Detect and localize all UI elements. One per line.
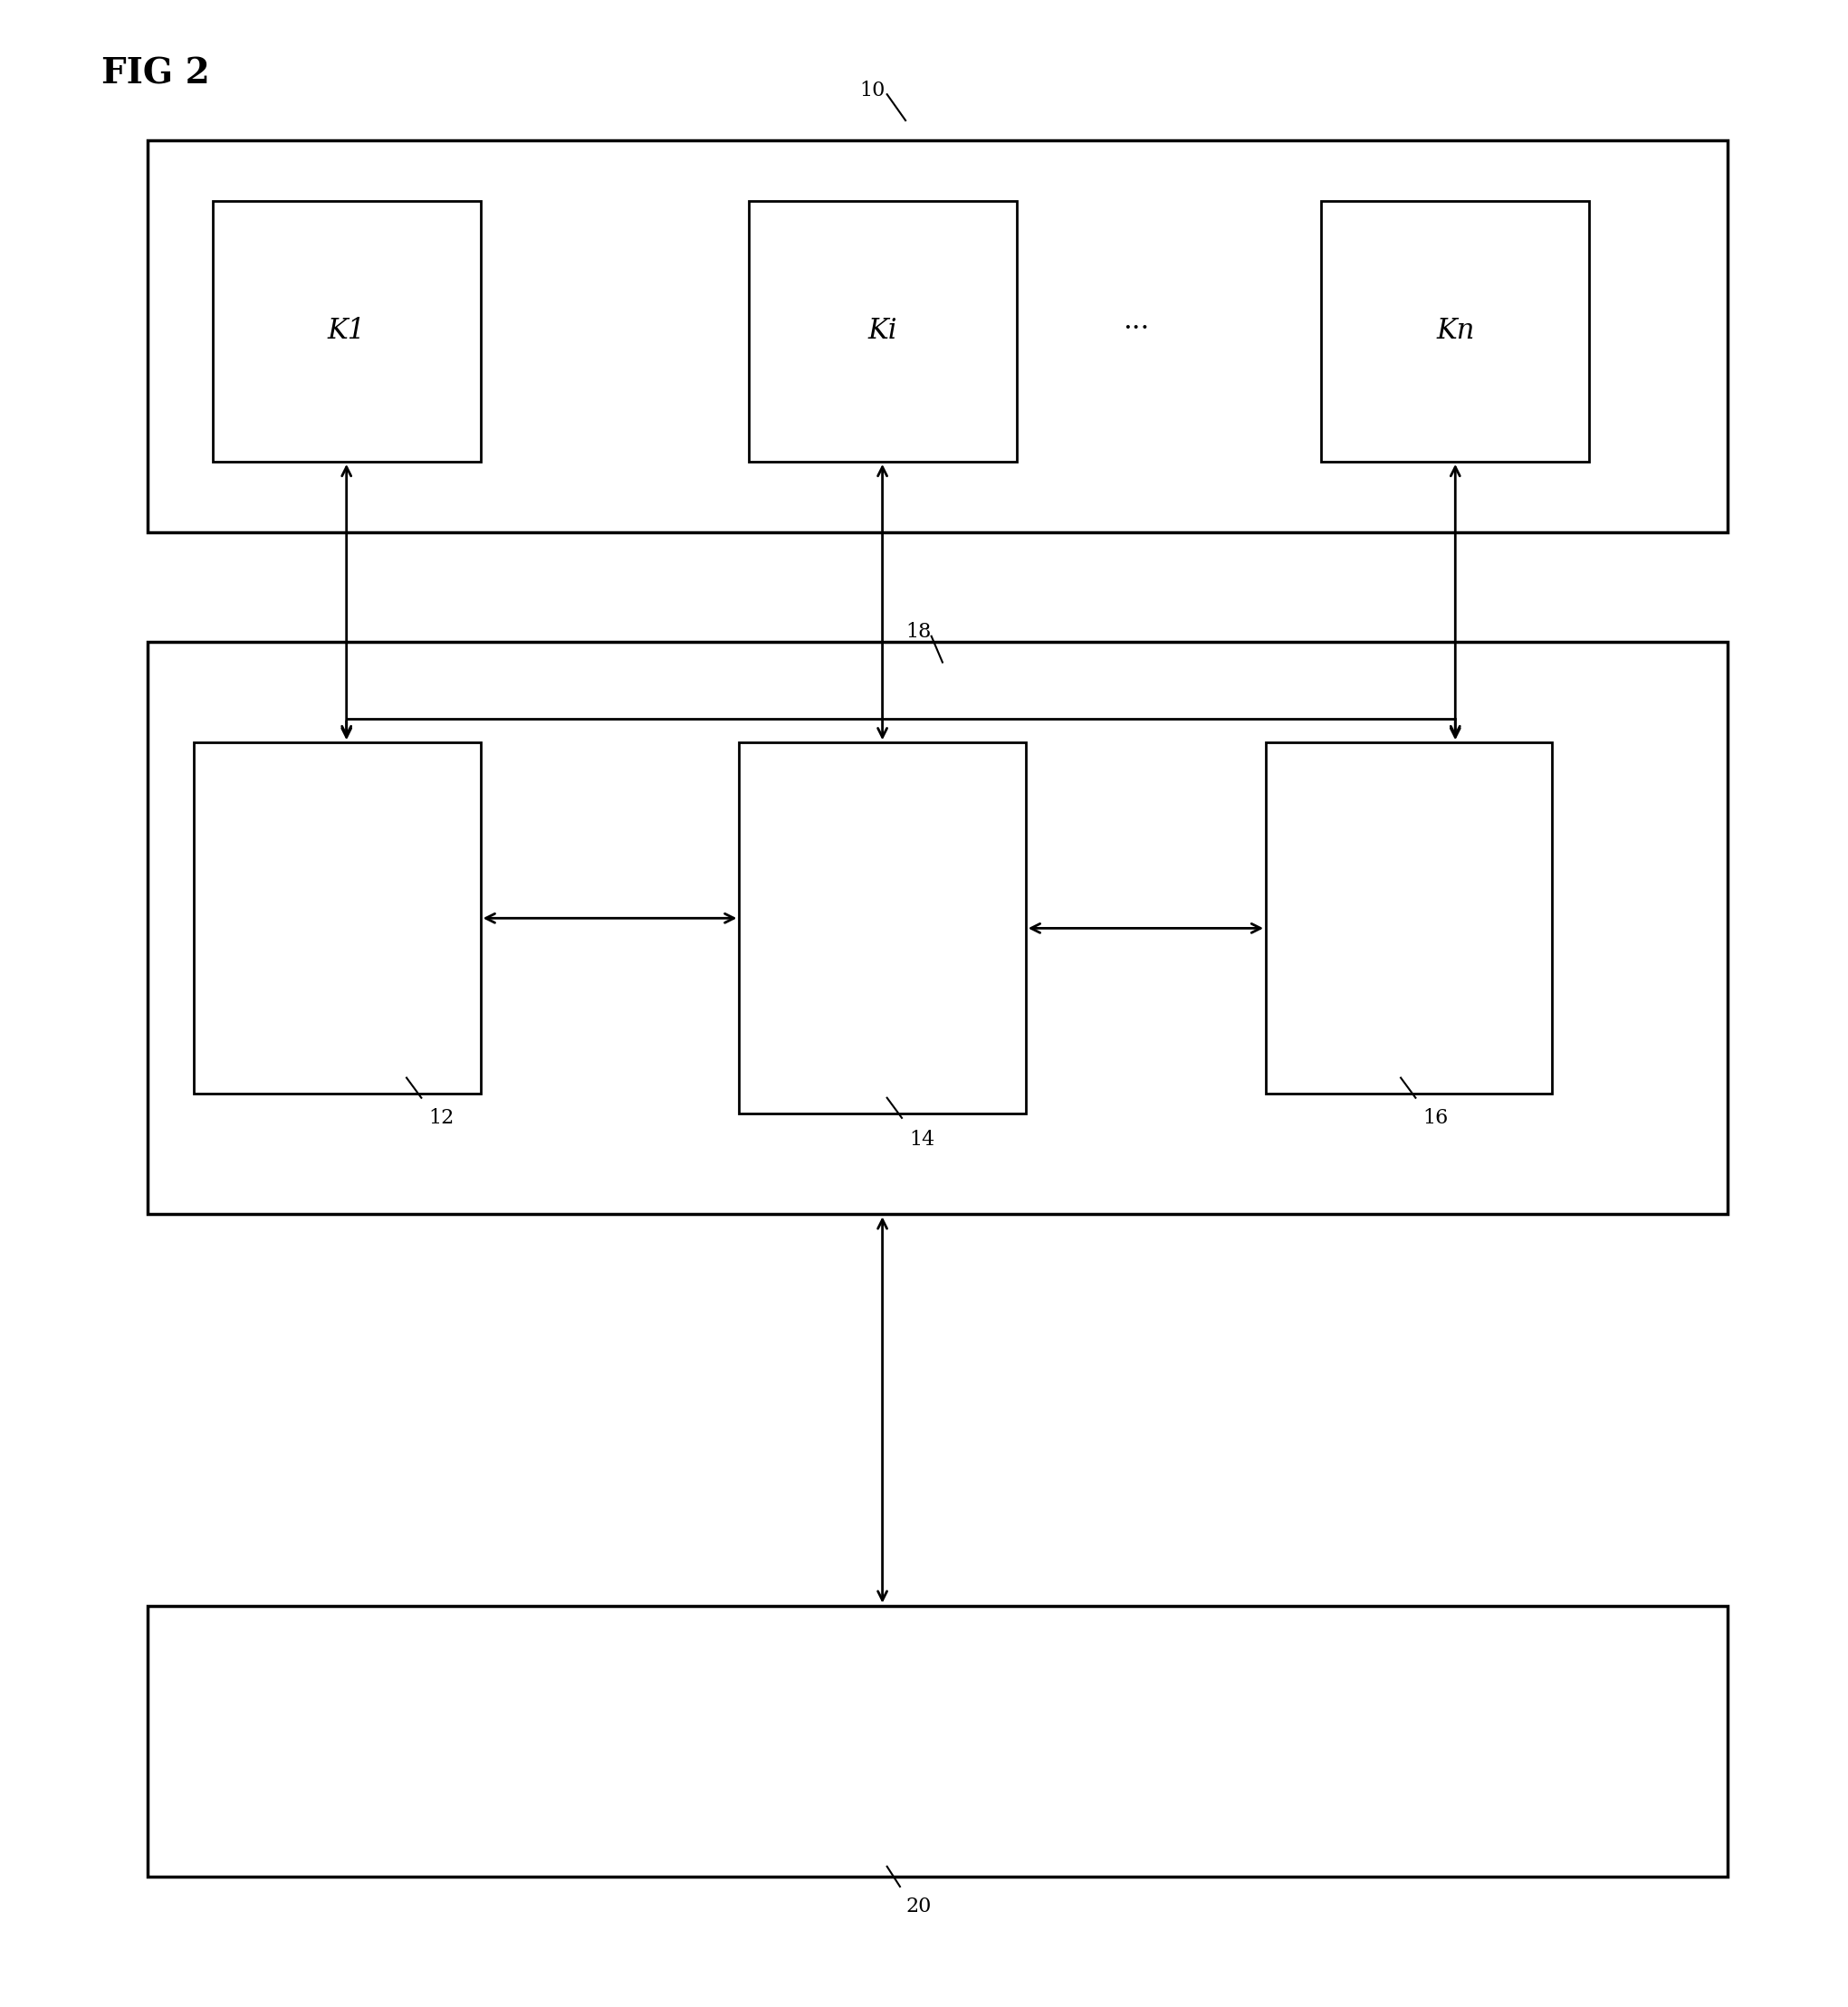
Text: 14: 14 — [909, 1130, 935, 1150]
Bar — [148, 642, 1728, 1214]
Text: Kn: Kn — [1436, 317, 1475, 345]
Bar — [1266, 743, 1552, 1094]
Text: 12: 12 — [429, 1108, 455, 1128]
Bar — [1321, 201, 1589, 462]
Bar — [739, 743, 1026, 1114]
Text: 10: 10 — [859, 80, 885, 100]
Text: K1: K1 — [327, 317, 366, 345]
Text: 18: 18 — [906, 622, 931, 642]
Text: ...: ... — [1124, 307, 1149, 335]
Text: 16: 16 — [1423, 1108, 1449, 1128]
Bar — [194, 743, 480, 1094]
Bar — [148, 1606, 1728, 1877]
Text: Ki: Ki — [869, 317, 896, 345]
Bar — [748, 201, 1016, 462]
Text: 20: 20 — [906, 1897, 931, 1917]
Bar — [148, 140, 1728, 532]
Text: FIG 2: FIG 2 — [102, 56, 211, 90]
Bar — [213, 201, 480, 462]
